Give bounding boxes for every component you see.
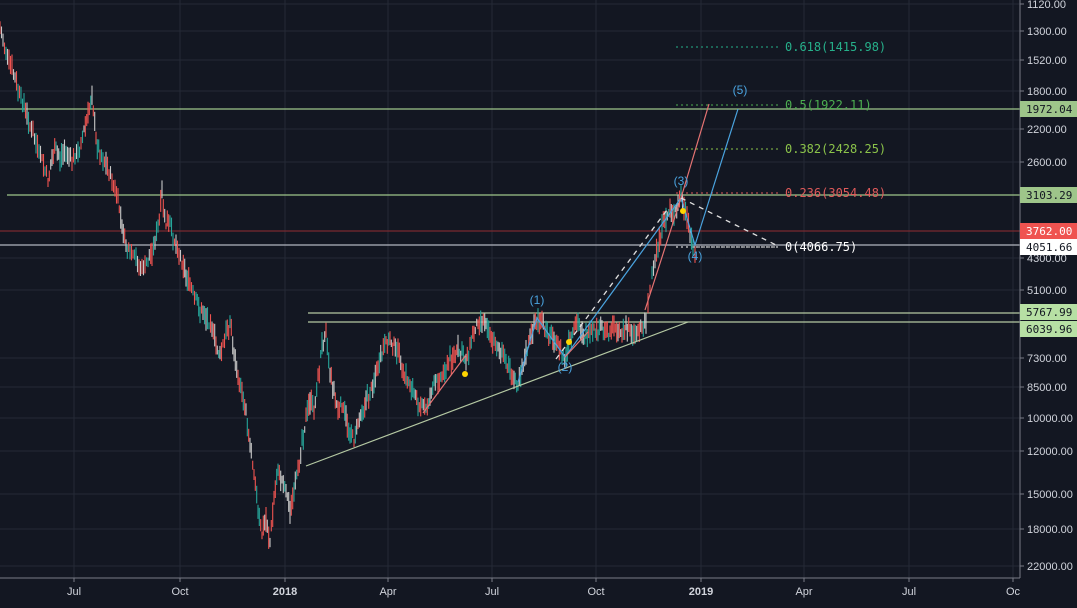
fib-level-label: 0(4066.75) — [785, 240, 857, 254]
price-tick-label: 8500.00 — [1027, 382, 1067, 394]
wave-label: (1) — [530, 293, 545, 307]
wave-label: (3) — [674, 174, 689, 188]
price-tick-label: 2200.00 — [1027, 124, 1067, 136]
signal-marker — [462, 371, 468, 377]
wave-label: (4) — [688, 249, 703, 263]
time-tick-label: Jul — [485, 586, 499, 598]
svg-text:3103.29: 3103.29 — [1026, 189, 1072, 202]
fibonacci-levels[interactable]: 0.618(1415.98) 0.5(1922.11) 0.382(2428.25)… — [676, 40, 886, 254]
time-tick-label: Oct — [171, 586, 188, 598]
wave-blue-1[interactable] — [517, 108, 739, 383]
time-tick-label: 2018 — [273, 586, 297, 598]
wave-label: (2) — [558, 360, 573, 374]
time-axis-background — [0, 578, 1020, 603]
svg-text:6039.96: 6039.96 — [1026, 323, 1072, 336]
price-tick-label: 4300.00 — [1027, 253, 1067, 265]
price-tick-label: 1300.00 — [1027, 26, 1067, 38]
fib-level-label: 0.236(3054.48) — [785, 186, 886, 200]
time-tick-label: Apr — [795, 586, 812, 598]
price-tick-label: 7300.00 — [1027, 353, 1067, 365]
svg-text:5767.99: 5767.99 — [1026, 306, 1072, 319]
chart-grid — [0, 0, 1020, 578]
fib-level-label: 0.618(1415.98) — [785, 40, 886, 54]
time-tick-label: Apr — [379, 586, 396, 598]
price-axis-labels: 1972.04 3103.29 3762.00 4051.66 5767.99 6039.… — [1020, 101, 1077, 337]
svg-text:1972.04: 1972.04 — [1026, 103, 1073, 116]
horizontal-lines[interactable] — [0, 108, 1020, 323]
channel-dashed[interactable] — [555, 209, 668, 360]
price-tick-label: 15000.00 — [1027, 489, 1073, 501]
price-tick-label: 2600.00 — [1027, 157, 1067, 169]
signal-marker — [566, 339, 572, 345]
support-trendline[interactable] — [305, 321, 689, 467]
time-tick-label: Oc — [1006, 586, 1021, 598]
price-tick-label: 22000.00 — [1027, 561, 1073, 573]
price-tick-label: 12000.00 — [1027, 446, 1073, 458]
price-label-1972.04: 1972.04 — [1020, 101, 1077, 117]
svg-text:4051.66: 4051.66 — [1026, 241, 1072, 254]
pink-short-2[interactable] — [564, 331, 589, 358]
price-tick-label: 5100.00 — [1027, 285, 1067, 297]
price-axis[interactable]: 1120.00 1300.00 1520.00 1800.00 2200.00 2600.… — [1020, 0, 1073, 573]
fib-level-label: 0.382(2428.25) — [785, 142, 886, 156]
price-axis-background — [1020, 0, 1077, 603]
price-label-6039.96: 6039.96 — [1020, 321, 1077, 337]
trendlines[interactable] — [305, 103, 779, 467]
candlestick-series — [0, 21, 696, 549]
svg-text:3762.00: 3762.00 — [1026, 225, 1072, 238]
price-tick-label: 10000.00 — [1027, 413, 1073, 425]
signal-markers — [462, 208, 686, 377]
price-label-5767.99: 5767.99 — [1020, 304, 1077, 320]
price-tick-label: 1120.00 — [1027, 0, 1066, 11]
wave-label: (5) — [733, 83, 748, 97]
time-axis[interactable]: Jul Oct 2018 Apr Jul Oct 2019 Apr Jul Oc — [67, 578, 1021, 598]
signal-marker — [680, 208, 686, 214]
fib-dashed[interactable] — [680, 197, 779, 247]
time-tick-label: Jul — [67, 586, 81, 598]
time-tick-label: Oct — [587, 586, 604, 598]
price-tick-label: 18000.00 — [1027, 524, 1073, 536]
price-tick-label: 1520.00 — [1027, 55, 1067, 67]
fib-level-label: 0.5(1922.11) — [785, 98, 872, 112]
elliott-wave-labels: (1) (2) (3) (4) (5) — [530, 83, 748, 374]
time-tick-label: 2019 — [689, 586, 713, 598]
pink-short-1[interactable] — [422, 354, 467, 414]
price-label-4051.66: 4051.66 — [1020, 239, 1077, 255]
price-label-3103.29: 3103.29 — [1020, 187, 1077, 203]
time-tick-label: Jul — [902, 586, 916, 598]
price-label-3762.00: 3762.00 — [1020, 223, 1077, 239]
price-tick-label: 1800.00 — [1027, 86, 1067, 98]
